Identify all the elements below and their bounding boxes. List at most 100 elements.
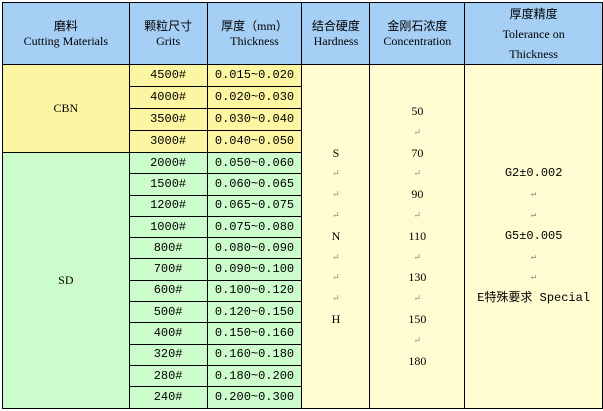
header-en: Hardness [313, 33, 359, 48]
grit-cell: 2000# [128, 151, 208, 175]
thickness-cell: 0.040~0.050 [206, 130, 303, 153]
table-row: CBN 4500# 0.015~0.020 S ↵ ↵ ↵ N ↵ ↵ ↵ H 50 ↵ 70 ↵ 90 ↵ 110… [2, 64, 603, 409]
paragraph-mark: ↵ [332, 251, 340, 262]
grit-cell: 400# [128, 322, 208, 345]
material-cell: SD [2, 152, 130, 409]
thickness-cell: 0.160~0.180 [206, 343, 303, 366]
header-zh: 颗粒尺寸 [144, 18, 193, 33]
header-en: Thickness [230, 33, 279, 48]
paragraph-mark: ↵ [332, 293, 340, 304]
hardness-cell: S ↵ ↵ ↵ N ↵ ↵ ↵ H [301, 64, 371, 409]
paragraph-mark: ↵ [332, 210, 340, 221]
cell-line: 180 [408, 353, 427, 368]
table-row: 800# 0.080~0.090 [3, 237, 603, 260]
header-thickness: 厚度（mm） Thickness [206, 2, 303, 65]
header-concentration: 金刚石浓度 Concentration [369, 2, 466, 65]
header-en: Tolerance on [502, 26, 565, 41]
paragraph-mark: ↵ [413, 168, 422, 179]
thickness-cell: 0.060~0.065 [206, 173, 303, 196]
paragraph-mark: ↵ [530, 210, 537, 221]
paragraph-mark: ↵ [413, 126, 422, 137]
grit-cell: 4500# [128, 64, 208, 87]
header-en: Grits [156, 33, 181, 48]
thickness-cell: 0.080~0.090 [206, 237, 303, 260]
grit-cell: 3000# [128, 130, 208, 153]
table-row: 3000# 0.040~0.050 [3, 130, 603, 153]
cell-line: G5±0.005 [504, 228, 563, 243]
table-row: 600# 0.100~0.120 [3, 279, 603, 303]
cell-line: G2±0.002 [504, 166, 563, 181]
concentration-cell: 50 ↵ 70 ↵ 90 ↵ 110 ↵ 130 ↵ 150 ↵ 180 [369, 64, 466, 409]
header-row: 磨料 Cutting Materials 颗粒尺寸 Grits 厚度（mm） Thic… [2, 2, 603, 65]
paragraph-mark: ↵ [413, 251, 422, 262]
thickness-cell: 0.020~0.030 [206, 86, 303, 109]
paragraph-mark: ↵ [332, 189, 340, 200]
thickness-cell: 0.100~0.120 [206, 279, 303, 303]
table-row: 1200# 0.065~0.075 [3, 194, 603, 217]
grit-cell: 1000# [128, 215, 208, 239]
header-zh: 厚度（mm） [221, 18, 288, 33]
header-hardness: 结合硬度 Hardness [301, 2, 371, 65]
thickness-cell: 0.050~0.060 [206, 151, 303, 175]
header-en: Concentration [383, 33, 452, 48]
grit-cell: 320# [128, 343, 208, 366]
paragraph-mark: ↵ [413, 334, 422, 345]
table-row: SD 2000# 0.050~0.060 [2, 151, 603, 409]
header-grits: 颗粒尺寸 Grits [128, 2, 208, 65]
cell-line: 150 [408, 312, 427, 327]
paragraph-mark: ↵ [332, 272, 340, 283]
thickness-cell: 0.090~0.100 [206, 258, 303, 281]
grit-cell: 280# [128, 364, 208, 388]
grit-cell: 240# [128, 386, 208, 409]
thickness-cell: 0.030~0.040 [206, 108, 303, 131]
grit-cell: 3500# [128, 108, 208, 131]
table-row: 320# 0.160~0.180 [3, 343, 603, 366]
table-row: 280# 0.180~0.200 [3, 364, 603, 388]
thickness-cell: 0.180~0.200 [206, 364, 303, 388]
paragraph-mark: ↵ [530, 189, 537, 200]
header-zh: 磨料 [53, 18, 78, 33]
grit-cell: 600# [128, 279, 208, 303]
header-zh: 厚度精度 [509, 6, 558, 21]
thickness-cell: 0.065~0.075 [206, 194, 303, 217]
paragraph-mark: ↵ [413, 293, 422, 304]
table-row: 400# 0.150~0.160 [3, 322, 603, 345]
paragraph-mark: ↵ [332, 168, 340, 179]
header-tolerance: 厚度精度 Tolerance on Thickness [464, 2, 603, 65]
thickness-cell: 0.200~0.300 [206, 386, 303, 409]
grit-cell: 1200# [128, 194, 208, 217]
cell-line: 130 [408, 270, 427, 285]
cell-line: 110 [408, 228, 427, 243]
table-row: 240# 0.200~0.300 [3, 386, 603, 409]
header-en: Thickness [509, 46, 558, 61]
paragraph-mark: ↵ [530, 251, 537, 262]
cell-line: 90 [411, 187, 424, 202]
table-row: 4000# 0.020~0.030 [3, 86, 603, 109]
grit-cell: 4000# [128, 86, 208, 109]
grit-cell: 500# [128, 301, 208, 324]
header-zh: 金刚石浓度 [387, 18, 448, 33]
header-en: Cutting Materials [23, 33, 108, 48]
header-material: 磨料 Cutting Materials [2, 2, 130, 65]
paragraph-mark: ↵ [530, 272, 537, 283]
thickness-cell: 0.150~0.160 [206, 322, 303, 345]
material-cell: CBN [2, 64, 130, 153]
cell-line: N [331, 228, 341, 243]
thickness-cell: 0.015~0.020 [206, 64, 303, 87]
cell-line: H [331, 312, 341, 327]
paragraph-mark: ↵ [413, 210, 422, 221]
cell-line: 50 [411, 104, 424, 119]
tolerance-cell: G2±0.002 ↵ ↵ G5±0.005 ↵ ↵ E特殊要求 Special [464, 64, 603, 409]
thickness-cell: 0.075~0.080 [206, 215, 303, 239]
grit-cell: 700# [128, 258, 208, 281]
grit-cell: 800# [128, 237, 208, 260]
cell-line: S [332, 145, 340, 160]
thickness-cell: 0.120~0.150 [206, 301, 303, 324]
cell-line: 70 [411, 145, 424, 160]
table-row: 1500# 0.060~0.065 [3, 173, 603, 196]
header-zh: 结合硬度 [311, 18, 360, 33]
cell-line: E特殊要求 Special [477, 291, 591, 306]
table-row: 3500# 0.030~0.040 [3, 108, 603, 131]
table-row: 500# 0.120~0.150 [3, 301, 603, 324]
